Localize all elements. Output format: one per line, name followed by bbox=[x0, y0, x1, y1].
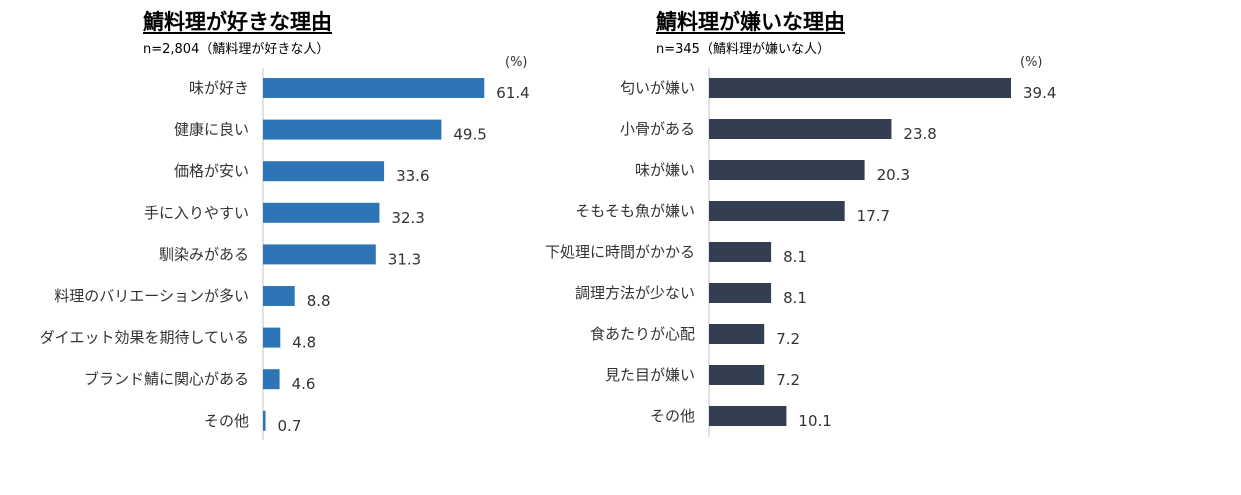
bar bbox=[709, 160, 865, 180]
chart-subtitle: n=345（鯖料理が嫌いな人） bbox=[656, 42, 830, 57]
category-label: 料理のバリエーションが多い bbox=[54, 287, 249, 305]
bar bbox=[263, 119, 442, 140]
category-label: そもそも魚が嫌い bbox=[575, 202, 695, 220]
value-label: 8.8 bbox=[307, 292, 331, 310]
bar bbox=[263, 78, 485, 98]
value-label: 20.3 bbox=[877, 166, 910, 184]
category-label: その他 bbox=[204, 412, 249, 430]
value-label: 31.3 bbox=[388, 250, 421, 268]
value-label: 8.1 bbox=[783, 248, 807, 266]
value-label: 49.5 bbox=[453, 126, 486, 144]
category-label: 食あたりが心配 bbox=[590, 325, 695, 343]
bar bbox=[263, 410, 266, 431]
category-label: 味が嫌い bbox=[635, 161, 695, 179]
bar bbox=[263, 161, 385, 182]
value-label: 4.8 bbox=[292, 334, 316, 352]
value-label: 61.4 bbox=[496, 84, 529, 102]
value-label: 8.1 bbox=[783, 289, 807, 307]
chart-title: 鯖料理が好きな理由 bbox=[143, 10, 332, 34]
unit-label: (%) bbox=[1020, 55, 1043, 70]
category-label: ダイエット効果を期待している bbox=[40, 329, 249, 347]
value-label: 0.7 bbox=[278, 417, 302, 435]
category-label: 下処理に時間がかかる bbox=[545, 243, 695, 261]
category-label: 健康に良い bbox=[174, 121, 249, 139]
bar bbox=[709, 406, 787, 426]
value-label: 17.7 bbox=[857, 207, 890, 225]
category-label: 価格が安い bbox=[174, 162, 249, 180]
category-label: 見た目が嫌い bbox=[605, 366, 695, 384]
value-label: 4.6 bbox=[292, 375, 316, 393]
bar bbox=[709, 78, 1012, 98]
chart-subtitle: n=2,804（鯖料理が好きな人） bbox=[143, 42, 330, 57]
bar bbox=[263, 369, 280, 390]
bar bbox=[709, 283, 772, 303]
bar bbox=[709, 365, 765, 385]
bar bbox=[709, 201, 845, 221]
category-label: 調理方法が少ない bbox=[575, 284, 695, 302]
value-label: 7.2 bbox=[776, 330, 800, 348]
category-label: 馴染みがある bbox=[159, 245, 249, 263]
category-label: 手に入りやすい bbox=[144, 204, 249, 222]
bar bbox=[709, 119, 892, 139]
bar bbox=[263, 244, 376, 265]
chart-like-reasons: 鯖料理が好きな理由 n=2,804（鯖料理が好きな人） (%) 味が好き 61.4… bbox=[0, 0, 620, 495]
category-label: 小骨がある bbox=[620, 120, 695, 138]
value-label: 10.1 bbox=[798, 412, 831, 430]
bar bbox=[263, 327, 281, 348]
value-label: 39.4 bbox=[1023, 84, 1056, 102]
category-label: その他 bbox=[650, 407, 695, 425]
unit-label: (%) bbox=[505, 55, 528, 70]
bar-plot: 味が好き 61.4 健康に良い 49.5 価格が安い 33.6 手に入りやすい 32.3 馴染み… bbox=[40, 68, 530, 440]
category-label: ブランド鯖に関心がある bbox=[84, 370, 249, 388]
value-label: 7.2 bbox=[776, 371, 800, 389]
category-label: 味が好き bbox=[189, 79, 249, 97]
value-label: 23.8 bbox=[903, 125, 936, 143]
bar bbox=[263, 202, 380, 223]
value-label: 33.6 bbox=[396, 167, 429, 185]
value-label: 32.3 bbox=[391, 209, 424, 227]
category-label: 匂いが嫌い bbox=[620, 79, 695, 97]
chart-title: 鯖料理が嫌いな理由 bbox=[656, 10, 845, 34]
bar bbox=[709, 242, 772, 262]
bar bbox=[709, 324, 765, 344]
bar bbox=[263, 286, 295, 306]
